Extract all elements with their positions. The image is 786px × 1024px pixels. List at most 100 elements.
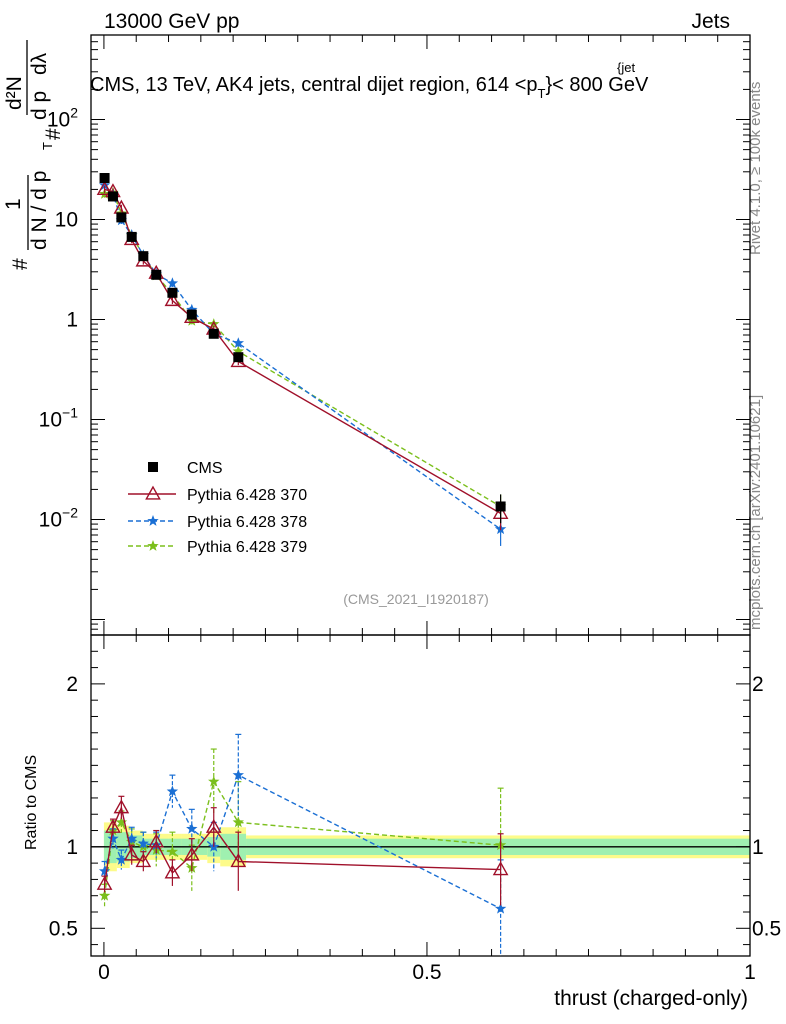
main-y-axis-label: # 1 d N / d p T # d²N d p dλ: [2, 40, 65, 270]
x-tick-label: 0.5: [412, 961, 441, 984]
main-point-0: [138, 251, 149, 262]
ylabel-T: T: [40, 142, 55, 150]
ratio-tick-label-left: 2: [66, 673, 78, 696]
ratio-axis-ticks: 0 0.5 1 2 2 1 1 0.5 0.5: [49, 635, 781, 984]
legend: CMS Pythia 6.428 370 Pythia 6.428 378 Pythi…: [128, 460, 307, 556]
ratio-point-1: [123, 846, 140, 861]
series-line-1: [104, 188, 501, 515]
ratio-point-1: [96, 875, 113, 890]
main-point-0: [126, 231, 137, 242]
ratio-point-2: [126, 832, 138, 844]
ratio-point-1: [105, 818, 121, 833]
header-energy-label: 13000 GeV pp: [104, 10, 239, 33]
main-point-2: [232, 337, 244, 348]
ratio-point-1: [164, 864, 181, 879]
ratio-point-1: [230, 853, 247, 868]
main-point-2: [166, 277, 179, 289]
ylabel-d2N: d²N: [3, 76, 26, 110]
ratio-series-layer: [96, 733, 509, 956]
y-tick-base: 10: [39, 509, 62, 532]
main-point-3: [98, 188, 111, 199]
y-tick-label-main: 10−2: [39, 505, 79, 532]
main-point-0: [186, 309, 197, 320]
legend-marker-3: [147, 540, 159, 551]
ratio-plot-frame: [90, 634, 751, 957]
ratio-point-3: [98, 889, 111, 901]
main-point-1: [164, 292, 181, 307]
y-tick-base: 10: [47, 109, 70, 132]
ratio-point-2: [98, 865, 111, 877]
legend-label-0: CMS: [187, 460, 223, 477]
ratio-point-1: [492, 861, 509, 876]
legend-marker-0: [148, 462, 158, 472]
series-line-3: [104, 192, 501, 508]
y-tick-label-main: 102: [47, 105, 78, 132]
legend-label-3: Pythia 6.428 379: [187, 539, 307, 556]
main-point-2: [98, 179, 111, 191]
x-tick-label: 1: [744, 961, 756, 984]
ratio-point-1: [148, 833, 165, 848]
ylabel-one: 1: [2, 198, 25, 210]
ylabel-hash2: #: [42, 128, 65, 140]
x-axis-label: thrust (charged-only): [554, 987, 748, 1010]
ratio-point-2: [137, 837, 149, 849]
ratio-tick-label-left: 0.5: [49, 917, 78, 940]
main-point-0: [208, 328, 219, 339]
rivet-version-label: Rivet 4.1.0, ≥ 100k events: [747, 82, 764, 255]
ylabel-dpT: d p: [28, 91, 51, 120]
ratio-point-2: [494, 902, 507, 914]
ylabel-dlambda: dλ: [28, 52, 51, 75]
mcplots-source-label: mcplots.cern.ch [arXiv:2401.10621]: [747, 395, 764, 630]
ratio-point-2: [186, 822, 198, 834]
ratio-y-axis-label: Ratio to CMS: [23, 755, 40, 850]
ylabel-hash: #: [9, 258, 32, 270]
y-tick-label-main: 10−1: [39, 405, 79, 432]
analysis-watermark: (CMS_2021_I1920187): [343, 591, 489, 607]
y-tick-exponent: −2: [62, 505, 78, 521]
chart-title: CMS, 13 TeV, AK4 jets, central dijet reg…: [90, 74, 649, 101]
ratio-tick-label-left: 1: [66, 836, 78, 859]
ratio-point-1: [183, 846, 200, 861]
main-point-3: [232, 345, 244, 357]
ratio-point-3: [166, 845, 179, 857]
chart-title-sub: T: [538, 86, 546, 101]
ratio-tick-label-right: 1: [752, 836, 764, 859]
y-tick-exponent: 2: [70, 105, 78, 121]
main-point-0: [233, 352, 244, 363]
main-point-0: [116, 212, 127, 223]
main-point-0: [107, 191, 118, 202]
main-point-0: [495, 501, 506, 512]
ratio-tick-label-right: 2: [752, 673, 764, 696]
legend-marker-2: [147, 515, 159, 526]
ratio-point-3: [232, 816, 244, 828]
ratio-point-1: [205, 818, 222, 833]
y-tick-exponent: −1: [62, 405, 78, 421]
main-series-layer: [96, 173, 509, 546]
y-tick-base: 10: [39, 409, 62, 432]
legend-label-2: Pythia 6.428 378: [187, 514, 307, 531]
series-line-2: [104, 184, 502, 530]
ratio-point-3: [208, 775, 220, 787]
chart-title-main: CMS, 13 TeV, AK4 jets, central dijet reg…: [90, 74, 538, 96]
legend-label-1: Pythia 6.428 370: [187, 487, 307, 504]
ratio-point-2: [166, 785, 179, 797]
ylabel-dN: d N / d p: [28, 171, 51, 250]
main-point-0: [167, 287, 178, 298]
ratio-point-3: [115, 816, 128, 828]
ratio-point-1: [113, 799, 130, 814]
main-point-0: [99, 173, 110, 184]
ratio-point-2: [107, 832, 119, 844]
header-jets-label: Jets: [691, 10, 730, 33]
y-tick-label-main: 10: [55, 209, 78, 232]
legend-marker-1: [145, 485, 161, 500]
ratio-point-2: [115, 853, 128, 865]
x-tick-label: 0: [98, 961, 110, 984]
ratio-point-2: [232, 769, 244, 780]
chart-title-tail: }< 800 GeV: [545, 74, 649, 96]
y-tick-label-main: 1: [66, 309, 78, 332]
ratio-tick-label-right: 0.5: [752, 917, 781, 940]
chart-title-sup: {jet: [617, 60, 635, 75]
main-point-0: [151, 269, 162, 280]
